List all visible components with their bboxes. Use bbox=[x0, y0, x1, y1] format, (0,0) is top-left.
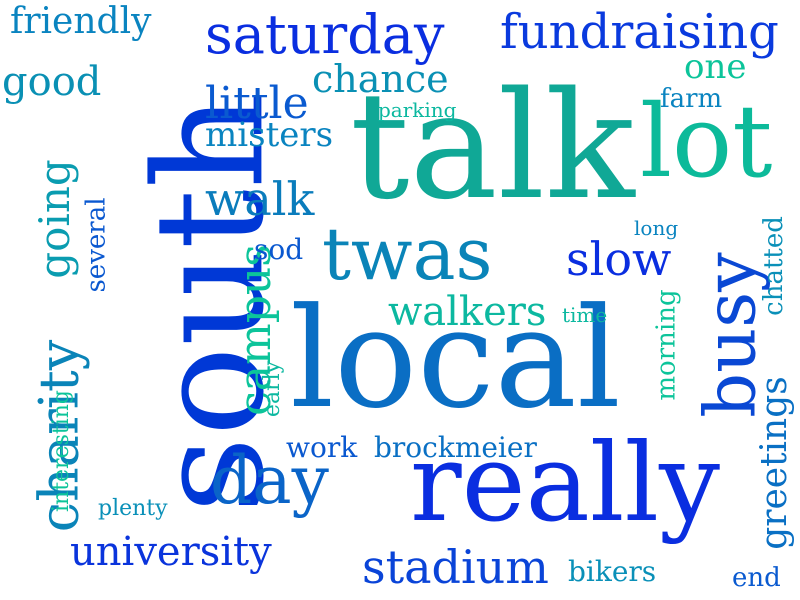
word-greetings: greetings bbox=[753, 376, 795, 550]
word-going: going bbox=[29, 159, 79, 279]
word-walk: walk bbox=[205, 172, 315, 226]
word-misters: misters bbox=[205, 115, 334, 155]
word-brockmeier: brockmeier bbox=[374, 431, 537, 464]
word-stadium: stadium bbox=[362, 540, 549, 594]
word-saturday: saturday bbox=[205, 3, 445, 66]
word-end: end bbox=[732, 563, 781, 593]
word-really: really bbox=[410, 421, 721, 546]
word-several: several bbox=[81, 197, 112, 293]
word-morning: morning bbox=[651, 289, 682, 401]
word-bikers: bikers bbox=[568, 555, 657, 588]
word-slow: slow bbox=[566, 232, 672, 286]
word-little: little bbox=[205, 78, 309, 129]
word-parking: parking bbox=[378, 98, 457, 122]
word-good: good bbox=[2, 59, 102, 105]
word-chatted: chatted bbox=[758, 216, 789, 316]
word-university: university bbox=[70, 529, 272, 575]
word-long: long bbox=[634, 216, 679, 240]
word-day: day bbox=[210, 442, 329, 519]
word-talk: talk bbox=[350, 60, 635, 232]
word-sod: sod bbox=[254, 233, 304, 266]
word-time: time bbox=[562, 303, 608, 327]
word-friendly: friendly bbox=[10, 1, 152, 42]
word-twas: twas bbox=[322, 212, 493, 296]
word-work: work bbox=[286, 431, 358, 464]
word-plenty: plenty bbox=[98, 496, 168, 521]
word-early: early bbox=[260, 360, 286, 418]
word-farm: farm bbox=[660, 84, 723, 114]
word-walkers: walkers bbox=[388, 289, 547, 335]
word-local: local bbox=[290, 278, 621, 439]
word-one: one bbox=[684, 47, 747, 87]
word-lot: lot bbox=[640, 83, 773, 200]
word-chance: chance bbox=[312, 57, 449, 101]
word-fundraising: fundraising bbox=[500, 4, 779, 60]
word-interesting: interesting bbox=[49, 389, 75, 513]
